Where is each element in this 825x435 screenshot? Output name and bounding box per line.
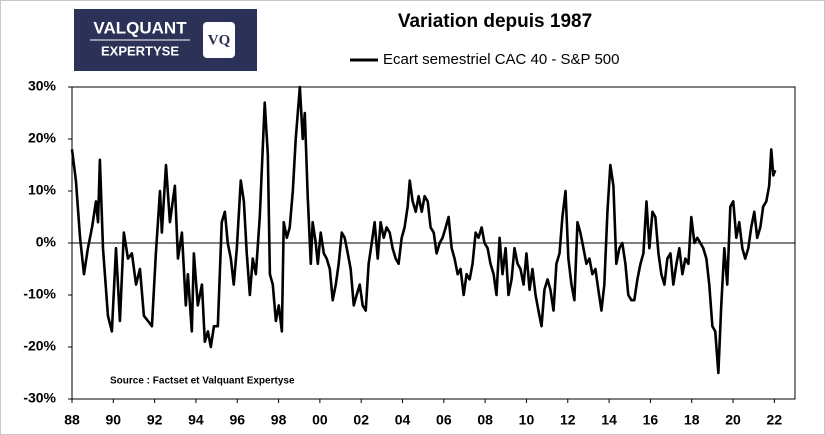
x-tick-label: 94 (188, 412, 204, 428)
logo-badge-text: VQ (208, 32, 231, 48)
y-tick-label: -10% (23, 286, 56, 302)
x-tick-label: 96 (229, 412, 245, 428)
logo-text: VALQUANT (93, 18, 187, 37)
x-tick-label: 92 (147, 412, 163, 428)
y-tick-label: 20% (28, 130, 57, 146)
x-tick-label: 10 (519, 412, 535, 428)
chart-title: Variation depuis 1987 (398, 11, 592, 32)
x-tick-label: 04 (395, 412, 411, 428)
logo-text: EXPERTYSE (101, 43, 179, 58)
x-tick-label: 22 (767, 412, 783, 428)
y-tick-label: 10% (28, 182, 57, 198)
x-tick-label: 98 (271, 412, 287, 428)
x-tick-label: 18 (684, 412, 700, 428)
x-tick-label: 12 (560, 412, 576, 428)
x-tick-label: 16 (643, 412, 659, 428)
y-tick-label: -30% (23, 390, 56, 406)
x-tick-label: 00 (312, 412, 328, 428)
x-tick-label: 14 (601, 412, 617, 428)
x-tick-label: 20 (725, 412, 741, 428)
series-line (70, 85, 777, 375)
x-tick-label: 90 (106, 412, 122, 428)
annotation: Source : Factset et Valquant Expertyse (110, 376, 295, 387)
legend-label: Ecart semestriel CAC 40 - S&P 500 (383, 51, 619, 68)
x-tick-label: 88 (64, 412, 80, 428)
y-tick-label: 0% (36, 234, 57, 250)
x-tick-label: 06 (436, 412, 452, 428)
x-tick-label: 08 (477, 412, 493, 428)
y-tick-label: -20% (23, 338, 56, 354)
logo-badge (203, 22, 235, 58)
x-tick-label: 02 (353, 412, 369, 428)
y-tick-label: 30% (28, 78, 57, 94)
